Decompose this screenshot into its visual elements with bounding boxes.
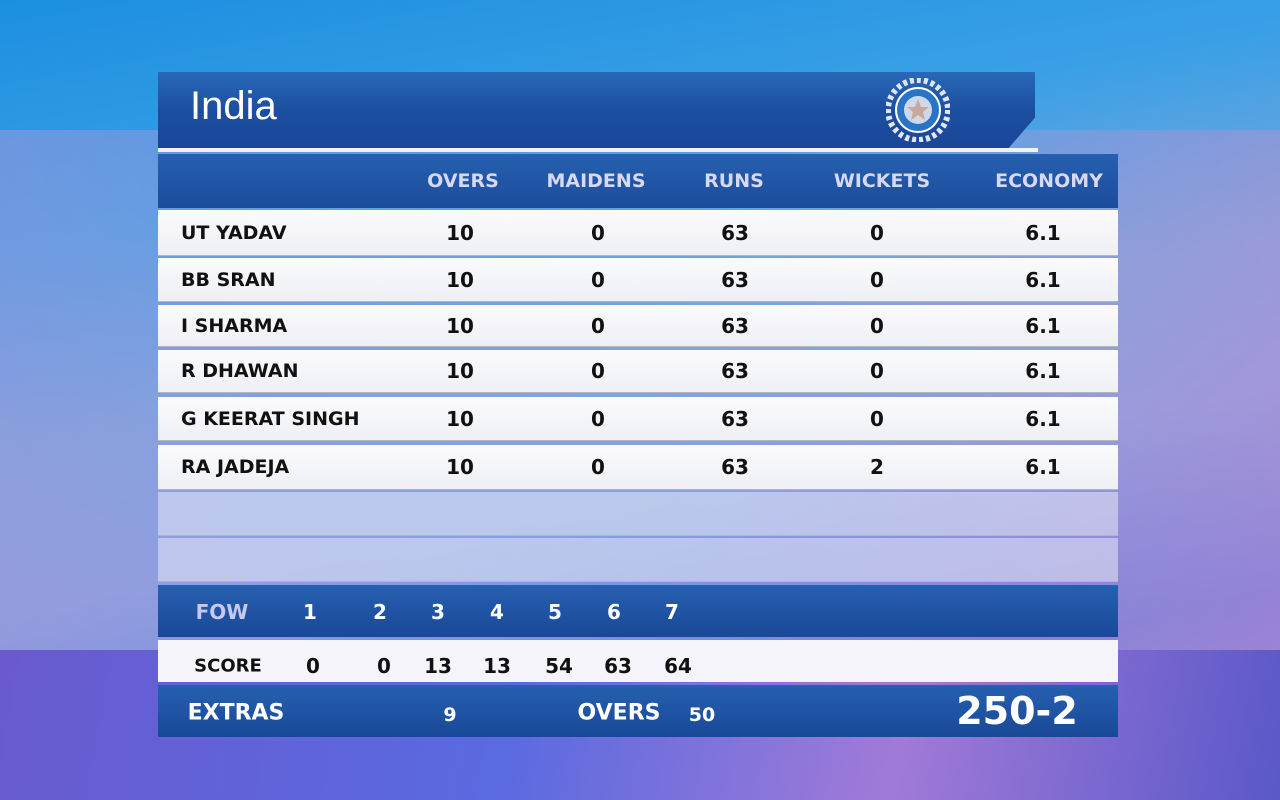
total-score: 250-2 bbox=[956, 689, 1078, 733]
bowler-runs: 63 bbox=[721, 313, 749, 338]
bowler-wickets: 0 bbox=[870, 220, 884, 245]
divider bbox=[158, 148, 1038, 152]
fow-label: FOW bbox=[195, 600, 249, 624]
bowler-row: R DHAWAN 10 0 63 0 6.1 bbox=[158, 350, 1118, 393]
bowler-name: I SHARMA bbox=[181, 314, 288, 337]
fow-score: 0 bbox=[306, 654, 320, 678]
column-header-economy: ECONOMY bbox=[995, 170, 1103, 192]
bowler-row: BB SRAN 10 0 63 0 6.1 bbox=[158, 258, 1118, 302]
bowler-runs: 63 bbox=[721, 220, 749, 245]
bowler-runs: 63 bbox=[721, 267, 749, 292]
bowler-name: R DHAWAN bbox=[181, 360, 299, 382]
fow-wicket-number: 6 bbox=[607, 600, 621, 624]
bowler-runs: 63 bbox=[721, 359, 749, 383]
fow-wicket-number: 2 bbox=[373, 600, 387, 624]
score-label: SCORE bbox=[194, 655, 262, 677]
bowler-row: RA JADEJA 10 0 63 2 6.1 bbox=[158, 445, 1118, 490]
bowler-row: G KEERAT SINGH 10 0 63 0 6.1 bbox=[158, 397, 1118, 441]
bowler-economy: 6.1 bbox=[1025, 359, 1061, 383]
overs-value: 50 bbox=[688, 704, 716, 726]
bowler-economy: 6.1 bbox=[1025, 455, 1061, 479]
fow-score: 13 bbox=[424, 654, 452, 678]
column-header-overs: OVERS bbox=[427, 170, 499, 192]
empty-row bbox=[158, 538, 1118, 582]
fow-score-row: SCORE 0 0 13 13 54 63 64 bbox=[158, 640, 1118, 682]
bowler-wickets: 0 bbox=[870, 406, 884, 431]
bowler-runs: 63 bbox=[721, 455, 749, 479]
bowler-wickets: 2 bbox=[870, 455, 884, 479]
fow-wicket-number: 3 bbox=[431, 600, 445, 624]
fow-wicket-number: 4 bbox=[490, 600, 504, 624]
fow-score: 64 bbox=[664, 654, 692, 678]
bowler-name: BB SRAN bbox=[181, 268, 276, 291]
bowler-runs: 63 bbox=[721, 406, 749, 431]
bowler-row: I SHARMA 10 0 63 0 6.1 bbox=[158, 305, 1118, 347]
overs-label: OVERS bbox=[577, 700, 661, 726]
bowler-economy: 6.1 bbox=[1025, 267, 1061, 292]
extras-label: EXTRAS bbox=[187, 700, 285, 726]
bowler-overs: 10 bbox=[446, 313, 474, 338]
bowler-wickets: 0 bbox=[870, 359, 884, 383]
bowler-economy: 6.1 bbox=[1025, 313, 1061, 338]
fow-wicket-number: 1 bbox=[303, 600, 317, 624]
fow-wicket-number: 5 bbox=[548, 600, 562, 624]
bowler-maidens: 0 bbox=[591, 220, 605, 245]
fow-bar: FOW 1 2 3 4 5 6 7 bbox=[158, 585, 1118, 637]
fow-score: 13 bbox=[483, 654, 511, 678]
column-header-wickets: WICKETS bbox=[833, 170, 931, 192]
bowler-name: G KEERAT SINGH bbox=[181, 407, 360, 430]
bowler-maidens: 0 bbox=[591, 313, 605, 338]
bowler-overs: 10 bbox=[446, 267, 474, 292]
footer-bar: EXTRAS 9 OVERS 50 250-2 bbox=[158, 685, 1118, 737]
fow-score: 0 bbox=[377, 654, 391, 678]
column-header-maidens: MAIDENS bbox=[546, 170, 646, 192]
bowler-overs: 10 bbox=[446, 406, 474, 431]
bowler-wickets: 0 bbox=[870, 267, 884, 292]
fow-wicket-number: 7 bbox=[665, 600, 679, 624]
bowler-overs: 10 bbox=[446, 359, 474, 383]
bowler-name: RA JADEJA bbox=[181, 456, 290, 478]
fow-score: 54 bbox=[545, 654, 573, 678]
column-header-runs: RUNS bbox=[704, 170, 764, 192]
bowler-maidens: 0 bbox=[591, 455, 605, 479]
empty-row bbox=[158, 492, 1118, 536]
bowler-maidens: 0 bbox=[591, 406, 605, 431]
bowler-economy: 6.1 bbox=[1025, 406, 1061, 431]
bowler-overs: 10 bbox=[446, 220, 474, 245]
bowler-overs: 10 bbox=[446, 455, 474, 479]
bowler-row: UT YADAV 10 0 63 0 6.1 bbox=[158, 210, 1118, 256]
fow-score: 63 bbox=[604, 654, 632, 678]
extras-value: 9 bbox=[443, 704, 457, 726]
bcci-crest-logo bbox=[886, 78, 950, 142]
table-header bbox=[158, 154, 1118, 208]
bowler-economy: 6.1 bbox=[1025, 220, 1061, 245]
bowler-name: UT YADAV bbox=[181, 221, 287, 244]
bowler-wickets: 0 bbox=[870, 313, 884, 338]
bowler-maidens: 0 bbox=[591, 359, 605, 383]
team-name: India bbox=[190, 84, 277, 128]
bowler-maidens: 0 bbox=[591, 267, 605, 292]
